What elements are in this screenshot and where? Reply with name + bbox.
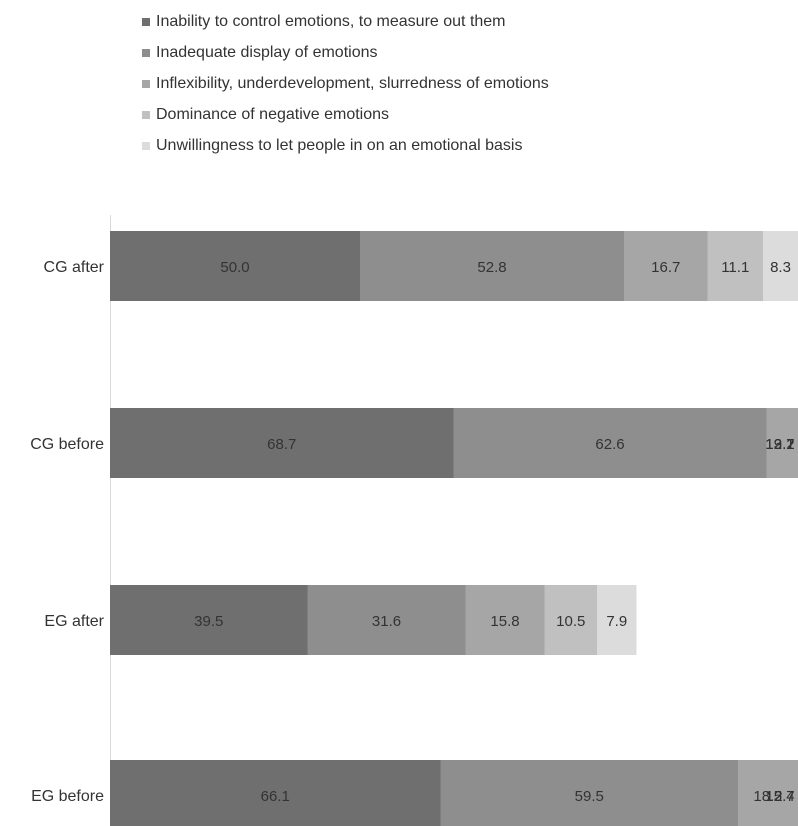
data-label-eg-before-dominance-of-negative-em: 15.7 — [765, 788, 794, 805]
data-label-cg-before-inflexibility-underdevel: 19.1 — [765, 436, 794, 453]
data-label-cg-before-dominance-of-negative-em: 13.7 — [765, 436, 794, 453]
bar-cg-after-inadequate-display-of-em — [360, 231, 624, 301]
legend-swatch-inability-to-control — [142, 17, 150, 26]
legend-label-inadequate-display: Inadequate display of emotions — [156, 43, 378, 61]
category-label-eg-before: EG before — [31, 788, 104, 805]
legend-label-inability-to-control: Inability to control emotions, to measur… — [156, 12, 506, 30]
data-label-eg-before-inability-to-control-emo: 66.1 — [261, 788, 290, 805]
bar-cg-before-inadequate-display-of-em — [453, 408, 767, 478]
category-label-eg-after: EG after — [44, 613, 104, 630]
bar-eg-after-inadequate-display-of-em — [307, 585, 466, 655]
data-label-cg-after-unwillingness-to-let-peo: 8.3 — [770, 259, 791, 276]
bar-eg-before-inability-to-control-emo — [110, 760, 441, 826]
category-label-cg-before: CG before — [30, 436, 104, 453]
bar-cg-after-unwillingness-to-let-peo — [763, 231, 798, 301]
legend-label-dominance-negative: Dominance of negative emotions — [156, 105, 390, 123]
bar-cg-before-inflexibility-underdevel — [766, 408, 798, 478]
data-label-eg-after-inadequate-display-of-em: 31.6 — [372, 613, 401, 630]
data-label-cg-after-inadequate-display-of-em: 52.8 — [477, 259, 506, 276]
data-label-cg-after-dominance-of-negative-em: 11.1 — [721, 259, 749, 276]
data-label-cg-after-inflexibility-underdevel: 16.7 — [651, 259, 680, 276]
legend-item-inflexibility: Inflexibility, underdevelopment, slurred… — [142, 68, 549, 99]
data-label-cg-before-unwillingness-to-let-peo: 12.2 — [765, 436, 794, 453]
bar-eg-before-inadequate-display-of-em — [440, 760, 738, 826]
bar-cg-after-inflexibility-underdevel — [624, 231, 708, 301]
data-label-eg-after-dominance-of-negative-em: 10.5 — [556, 613, 585, 630]
legend-swatch-unwillingness — [142, 141, 150, 150]
bar-eg-after-dominance-of-negative-em — [544, 585, 597, 655]
legend-item-inadequate-display: Inadequate display of emotions — [142, 37, 549, 68]
bar-eg-before-inflexibility-underdevel — [738, 760, 798, 826]
bar-cg-after-dominance-of-negative-em — [707, 231, 763, 301]
data-label-eg-after-unwillingness-to-let-peo: 7.9 — [606, 613, 627, 630]
data-label-eg-before-unwillingness-to-let-peo: 12.4 — [765, 788, 794, 805]
category-label-cg-after: CG after — [44, 259, 105, 276]
data-label-cg-before-inadequate-display-of-em: 62.6 — [595, 436, 624, 453]
bar-cg-before-inability-to-control-emo — [110, 408, 454, 478]
legend-item-dominance-negative: Dominance of negative emotions — [142, 99, 549, 130]
data-label-eg-before-inflexibility-underdevel: 18.2 — [753, 788, 782, 805]
plot-area — [110, 231, 798, 826]
legend-item-inability-to-control: Inability to control emotions, to measur… — [142, 6, 549, 37]
data-label-cg-before-inability-to-control-emo: 68.7 — [267, 436, 296, 453]
bar-eg-after-inflexibility-underdevel — [465, 585, 545, 655]
legend-swatch-inadequate-display — [142, 48, 150, 57]
legend-label-unwillingness: Unwillingness to let people in on an emo… — [156, 136, 523, 154]
data-label-cg-after-inability-to-control-emo: 50.0 — [220, 259, 249, 276]
legend-item-unwillingness: Unwillingness to let people in on an emo… — [142, 130, 549, 161]
data-label-eg-after-inflexibility-underdevel: 15.8 — [490, 613, 519, 630]
legend-swatch-inflexibility — [142, 79, 150, 88]
data-label-eg-before-inadequate-display-of-em: 59.5 — [575, 788, 604, 805]
legend-swatch-dominance-negative — [142, 110, 150, 119]
chart-legend: Inability to control emotions, to measur… — [142, 6, 549, 161]
bar-eg-after-inability-to-control-emo — [110, 585, 308, 655]
data-label-eg-after-inability-to-control-emo: 39.5 — [194, 613, 223, 630]
bar-cg-after-inability-to-control-emo — [110, 231, 360, 301]
bar-eg-after-unwillingness-to-let-peo — [597, 585, 637, 655]
legend-label-inflexibility: Inflexibility, underdevelopment, slurred… — [156, 74, 549, 92]
